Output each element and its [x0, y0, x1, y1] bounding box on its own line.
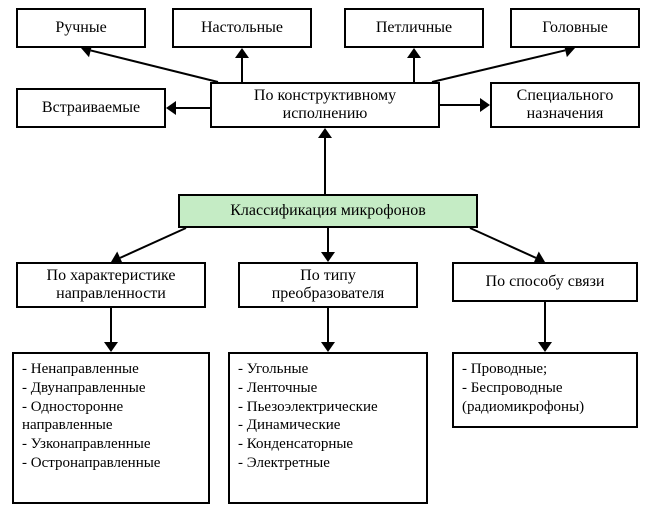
node-top_desktop: Настольные: [172, 8, 312, 48]
arrow-head-icon: [538, 342, 552, 352]
arrow-head-icon: [235, 48, 249, 58]
node-top_head: Головные: [510, 8, 640, 48]
node-label: Встраиваемые: [42, 99, 140, 117]
node-label: Специального назначения: [496, 87, 634, 124]
arrow-line: [120, 228, 186, 258]
arrow-head-icon: [321, 342, 335, 352]
node-label: По типу преобразователя: [244, 267, 412, 304]
list-item: Конденсаторные: [238, 435, 418, 454]
arrow-line: [91, 50, 218, 82]
list-item: Остронаправленные: [22, 454, 200, 473]
node-label: Классификация микрофонов: [230, 202, 426, 220]
arrow-head-icon: [321, 252, 335, 262]
list-list_direction: НенаправленныеДвунаправленныеОдносторонн…: [12, 352, 210, 504]
list-item: Пьезоэлектрические: [238, 398, 418, 417]
list-item: Ненаправленные: [22, 360, 200, 379]
list-item: Электретные: [238, 454, 418, 473]
node-label: Ручные: [55, 19, 106, 37]
list-list_connection: Проводные;Беспроводные (радиомикрофоны): [452, 352, 638, 428]
node-cat_connection: По способу связи: [452, 262, 638, 302]
arrow-line: [432, 50, 565, 82]
node-label: Настольные: [201, 19, 283, 37]
list-item: Узконаправленные: [22, 435, 200, 454]
arrow-head-icon: [104, 342, 118, 352]
node-root: Классификация микрофонов: [178, 194, 478, 228]
list-item: Односторонне направленные: [22, 398, 200, 436]
node-label: Головные: [542, 19, 608, 37]
node-top_handheld: Ручные: [16, 8, 146, 48]
arrow-head-icon: [480, 98, 490, 112]
arrow-head-icon: [407, 48, 421, 58]
list-list_transducer: УгольныеЛенточныеПьезоэлектрическиеДинам…: [228, 352, 428, 504]
node-label: Петличные: [376, 19, 452, 37]
arrow-line: [470, 228, 536, 258]
node-top_lavalier: Петличные: [344, 8, 484, 48]
list-item: Двунаправленные: [22, 379, 200, 398]
list-item: Ленточные: [238, 379, 418, 398]
list-item: Проводные;: [462, 360, 628, 379]
node-label: По способу связи: [486, 273, 605, 291]
list-item: Угольные: [238, 360, 418, 379]
node-right_special: Специального назначения: [490, 82, 640, 128]
list-item: Беспроводные (радиомикрофоны): [462, 379, 628, 417]
node-cat_transducer: По типу преобразователя: [238, 262, 418, 308]
arrow-head-icon: [318, 128, 332, 138]
node-cat_direction: По характеристике направленности: [16, 262, 206, 308]
node-mid_construct: По конструктивному исполнению: [210, 82, 440, 128]
arrow-head-icon: [166, 101, 176, 115]
node-label: По характеристике направленности: [22, 267, 200, 304]
node-label: По конструктивному исполнению: [216, 87, 434, 124]
node-left_embedded: Встраиваемые: [16, 88, 166, 128]
list-item: Динамические: [238, 416, 418, 435]
